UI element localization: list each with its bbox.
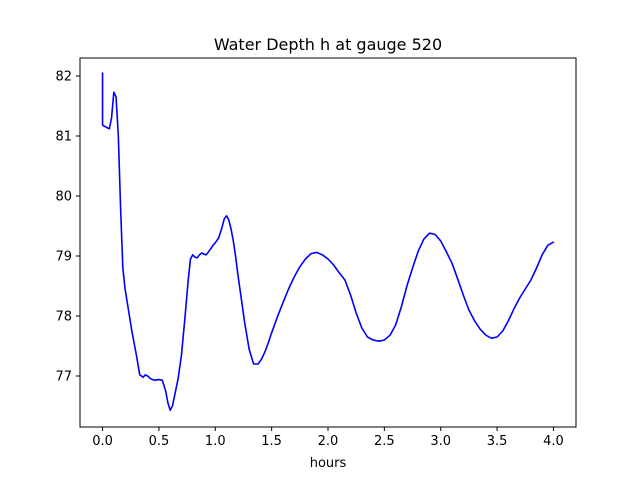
x-tick-label: 1.0: [205, 434, 226, 449]
x-tick-label: 2.0: [318, 434, 339, 449]
series-line-0: [101, 72, 555, 412]
y-tick-label: 82: [55, 70, 72, 85]
x-tick-label: 1.5: [261, 434, 282, 449]
y-tick-label: 81: [55, 130, 72, 145]
x-tick-label: 4.0: [543, 434, 564, 449]
y-tick-label: 80: [55, 190, 72, 205]
y-tick-label: 77: [55, 370, 72, 385]
chart-title: Water Depth h at gauge 520: [214, 35, 442, 54]
axes-frame: [79, 57, 577, 428]
x-tick-label: 2.5: [374, 434, 395, 449]
x-tick-label: 3.5: [487, 434, 508, 449]
x-tick-label: 0.5: [149, 434, 170, 449]
y-tick-label: 78: [55, 310, 72, 325]
y-tick-label: 79: [55, 250, 72, 265]
x-tick-label: 3.0: [430, 434, 451, 449]
y-axis-ticks: 77 78 79 80 81 82: [55, 70, 80, 385]
plot-area: [79, 57, 577, 428]
x-axis-ticks: 0.0 0.5 1.0 1.5 2.0 2.5 3.0 3.5 4.0: [92, 427, 564, 449]
x-axis-label: hours: [310, 456, 347, 471]
x-tick-label: 0.0: [92, 434, 113, 449]
